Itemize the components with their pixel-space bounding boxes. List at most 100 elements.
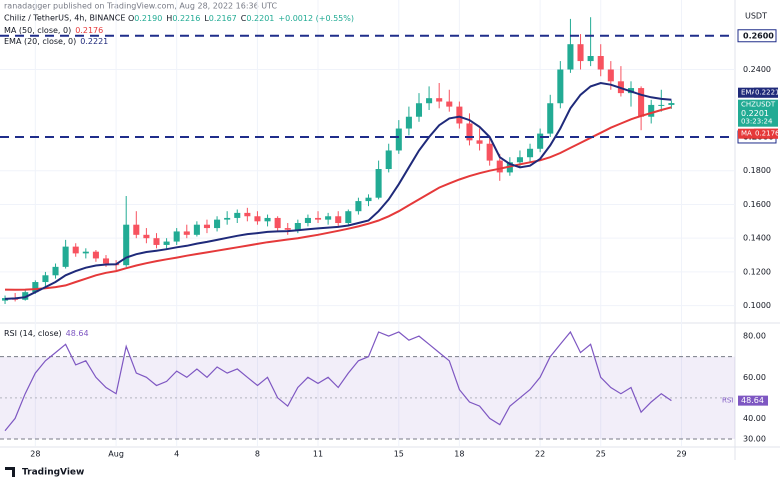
symbol-title: Chiliz / TetherUS, 4h, BINANCE bbox=[4, 14, 125, 23]
ohlc-key: C bbox=[241, 14, 247, 23]
legend-entry: EMA (20, close, 0) 0.2221 bbox=[4, 37, 108, 46]
candle-body bbox=[173, 231, 180, 242]
x-tick-label: 15 bbox=[394, 450, 404, 459]
candle-body bbox=[607, 69, 614, 82]
y-tick-label: 0.1400 bbox=[743, 234, 771, 243]
candle-body bbox=[304, 217, 311, 224]
price-tag-box bbox=[754, 128, 778, 139]
candle-body bbox=[516, 157, 523, 163]
x-tick-label: 11 bbox=[313, 450, 323, 459]
candle-body bbox=[214, 219, 221, 229]
candle-body bbox=[153, 238, 160, 245]
rsi-legend: RSI (14, close) 48.64 bbox=[4, 329, 89, 338]
candle-body bbox=[436, 98, 443, 102]
ohlc-value: 0.2201 bbox=[246, 14, 274, 23]
price-tag-value: 0.2176 bbox=[755, 130, 780, 138]
candle-body bbox=[648, 104, 655, 117]
candle-body bbox=[72, 246, 79, 254]
candle-body bbox=[466, 123, 473, 141]
ohlc-key: O bbox=[128, 14, 134, 23]
price-tag-value: 0.2221 bbox=[755, 89, 780, 97]
ohlc-header: O0.2190 H0.2216 L0.2167 C0.2201 +0.0012 (+0.… bbox=[128, 14, 354, 23]
candle-body bbox=[426, 98, 433, 104]
candle-body bbox=[456, 106, 463, 124]
candle-body bbox=[577, 44, 584, 62]
price-tag-value: 0.2201 bbox=[741, 109, 769, 118]
candle-body bbox=[567, 44, 574, 70]
price-tag-value: 48.64 bbox=[741, 396, 764, 405]
x-tick-label: 4 bbox=[174, 450, 179, 459]
level-tag bbox=[737, 29, 777, 43]
legend-value: 0.2176 bbox=[75, 26, 103, 35]
candle-body bbox=[638, 88, 645, 117]
y-tick-label: 0.1000 bbox=[743, 301, 771, 310]
candle-body bbox=[668, 103, 675, 105]
candle-body bbox=[557, 69, 564, 104]
price-tag-name: CHZUSDT bbox=[741, 101, 776, 109]
candle-body bbox=[82, 251, 89, 254]
price-tag-name: EMA bbox=[741, 89, 756, 97]
moving-average-line bbox=[4, 106, 672, 291]
footer-logo: TradingView bbox=[22, 468, 84, 478]
logo-icon bbox=[5, 467, 15, 477]
candle-body bbox=[254, 216, 261, 222]
candle-body bbox=[335, 216, 342, 224]
candle-body bbox=[527, 148, 534, 158]
y-tick-label: 0.2400 bbox=[743, 65, 771, 74]
candle-body bbox=[284, 228, 291, 230]
ohlc-value: 0.2190 bbox=[134, 14, 162, 23]
candle-body bbox=[52, 266, 59, 276]
currency: USDT bbox=[745, 12, 767, 21]
x-tick-label: 8 bbox=[255, 450, 260, 459]
candle-body bbox=[658, 104, 665, 106]
candle-body bbox=[274, 217, 281, 229]
publisher: ranadagger published on TradingView.com,… bbox=[4, 2, 278, 11]
rsi-band bbox=[0, 356, 735, 440]
moving-average-line bbox=[4, 81, 672, 300]
x-tick-label: 28 bbox=[30, 450, 40, 459]
candle-body bbox=[365, 197, 372, 202]
candle-body bbox=[224, 217, 231, 220]
price-tag-name: RSI bbox=[722, 397, 733, 405]
change: +0.0012 (+0.55%) bbox=[278, 14, 354, 23]
candle-body bbox=[385, 150, 392, 170]
candle-body bbox=[92, 251, 99, 259]
x-tick-label: Aug bbox=[108, 450, 124, 459]
price-tag bbox=[738, 99, 778, 127]
candle-body bbox=[62, 246, 69, 267]
candle-body bbox=[244, 212, 251, 217]
candle-body bbox=[405, 116, 412, 129]
y-tick-label: 0.1600 bbox=[743, 200, 771, 209]
y-tick-label: 80.00 bbox=[743, 332, 766, 341]
countdown: 03:23:24 bbox=[741, 118, 773, 126]
x-tick-label: 25 bbox=[596, 450, 606, 459]
candle-body bbox=[123, 224, 130, 266]
rsi-line bbox=[4, 330, 672, 432]
candle-body bbox=[587, 56, 594, 62]
price-tag-name: MA bbox=[741, 130, 752, 138]
x-tick-label: 29 bbox=[676, 450, 686, 459]
candle-body bbox=[597, 56, 604, 70]
ohlc-value: 0.2167 bbox=[209, 14, 237, 23]
candle-body bbox=[234, 212, 241, 218]
candle-body bbox=[446, 101, 453, 107]
ohlc-key: H bbox=[166, 14, 172, 23]
candle-body bbox=[496, 160, 503, 173]
candle-body bbox=[102, 258, 110, 264]
candle-body bbox=[325, 216, 332, 220]
ohlc-key: L bbox=[204, 14, 209, 23]
candle-body bbox=[355, 201, 362, 212]
candle-body bbox=[415, 103, 423, 117]
y-tick-label: 40.00 bbox=[743, 414, 766, 423]
y-tick-label: 0.1200 bbox=[743, 267, 771, 276]
candle-body bbox=[42, 275, 49, 283]
legend-value: 0.2221 bbox=[80, 37, 108, 46]
candle-body bbox=[375, 169, 382, 198]
candle-body bbox=[476, 140, 483, 144]
legend-name: RSI (14, close) bbox=[4, 329, 62, 338]
candle-body bbox=[315, 217, 322, 220]
candle-body bbox=[264, 217, 271, 222]
candle-body bbox=[203, 224, 210, 229]
y-tick-label: 0.1800 bbox=[743, 166, 771, 175]
